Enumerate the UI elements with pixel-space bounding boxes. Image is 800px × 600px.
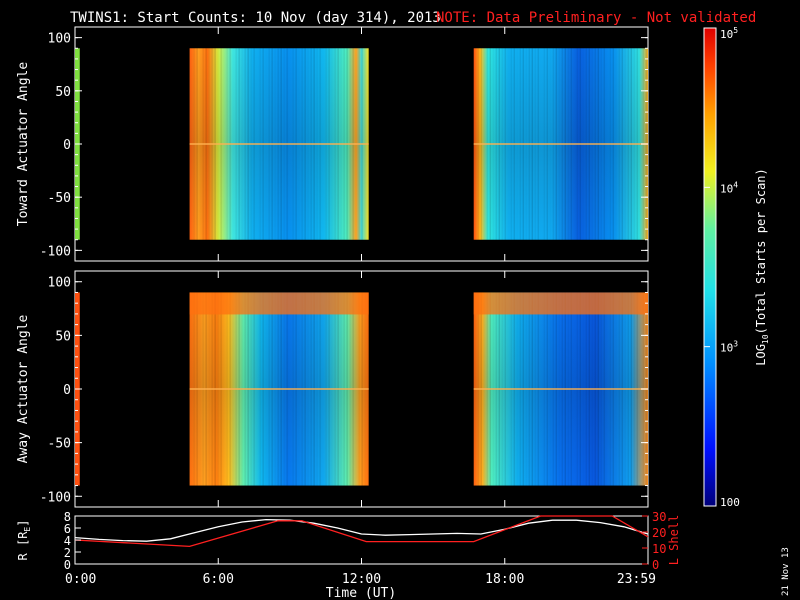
time-xtick-label: 18:00 [485,572,524,587]
toward-ytick-label: 0 [63,138,71,153]
lshell-y-label: L Shell [667,515,681,566]
chart-title: TWINS1: Start Counts: 10 Nov (day 314), … [70,10,441,26]
toward-ytick-label: 100 [48,32,71,47]
lshell-ytick-label: 10 [652,542,666,556]
colorbar-ticks: 105 104 103 100 [704,26,740,509]
away-ytick-label: 100 [48,276,71,291]
colorbar-tick-label: 104 [720,180,738,195]
toward-y-label: Toward Actuator Angle [16,62,31,227]
lshell-ytick-label: 0 [652,558,659,572]
away-y-label: Away Actuator Angle [16,314,31,463]
toward-y-axis: 100 50 0 -50 -100 [40,27,649,261]
away-top-hot-band [189,292,369,315]
colorbar-tick-label: 105 [720,26,738,41]
time-xtick-label: 6:00 [203,572,234,587]
time-xtick-label: 12:00 [342,572,381,587]
away-y-axis: 100 50 0 -50 -100 [40,271,649,507]
radius-ytick-label: 0 [64,558,71,572]
toward-ytick-label: 50 [55,85,71,100]
time-xtick-label: 0:00 [65,572,96,587]
preliminary-note: NOTE: Data Preliminary - Not validated [436,10,756,26]
radius-ytick-label: 4 [64,534,71,548]
colorbar: 105 104 103 100 LOG10(Total Starts per Scan… [703,26,770,509]
away-ytick-label: -100 [40,490,71,505]
radius-series-line [74,518,649,542]
time-xtick-label: 23:59 [617,572,656,587]
radius-ytick-label: 2 [64,546,71,560]
time-x-label: Time (UT) [326,586,396,600]
radius-y-label: R [RE] [16,520,32,561]
lshell-ytick-label: 20 [652,526,666,540]
away-ytick-label: 50 [55,329,71,344]
colorbar-label: LOG10(Total Starts per Scan) [754,168,770,366]
colorbar-tick-label: 100 [720,496,740,509]
away-heatmap [75,292,648,486]
away-angle-panel: 100 50 0 -50 -100 Away Actuator Angle [16,270,649,508]
toward-ytick-label: -50 [48,191,71,206]
radius-ytick-label: 8 [64,510,71,524]
toward-angle-panel: 100 50 0 -50 -100 Toward Actuator Angle [16,26,649,262]
toward-ytick-label: -100 [40,244,71,259]
date-stamp: 21 Nov 13 [781,547,791,596]
away-ytick-label: 0 [63,383,71,398]
lshell-ytick-label: 30 [652,510,666,524]
toward-heatmap [75,48,648,240]
colorbar-tick-label: 103 [720,340,738,355]
radius-ytick-label: 6 [64,522,71,536]
colorbar-gradient [703,27,717,507]
lshell-series-line [74,515,649,548]
orbit-lines [74,515,649,548]
away-top-hot-band [473,292,648,315]
away-ytick-label: -50 [48,437,71,452]
